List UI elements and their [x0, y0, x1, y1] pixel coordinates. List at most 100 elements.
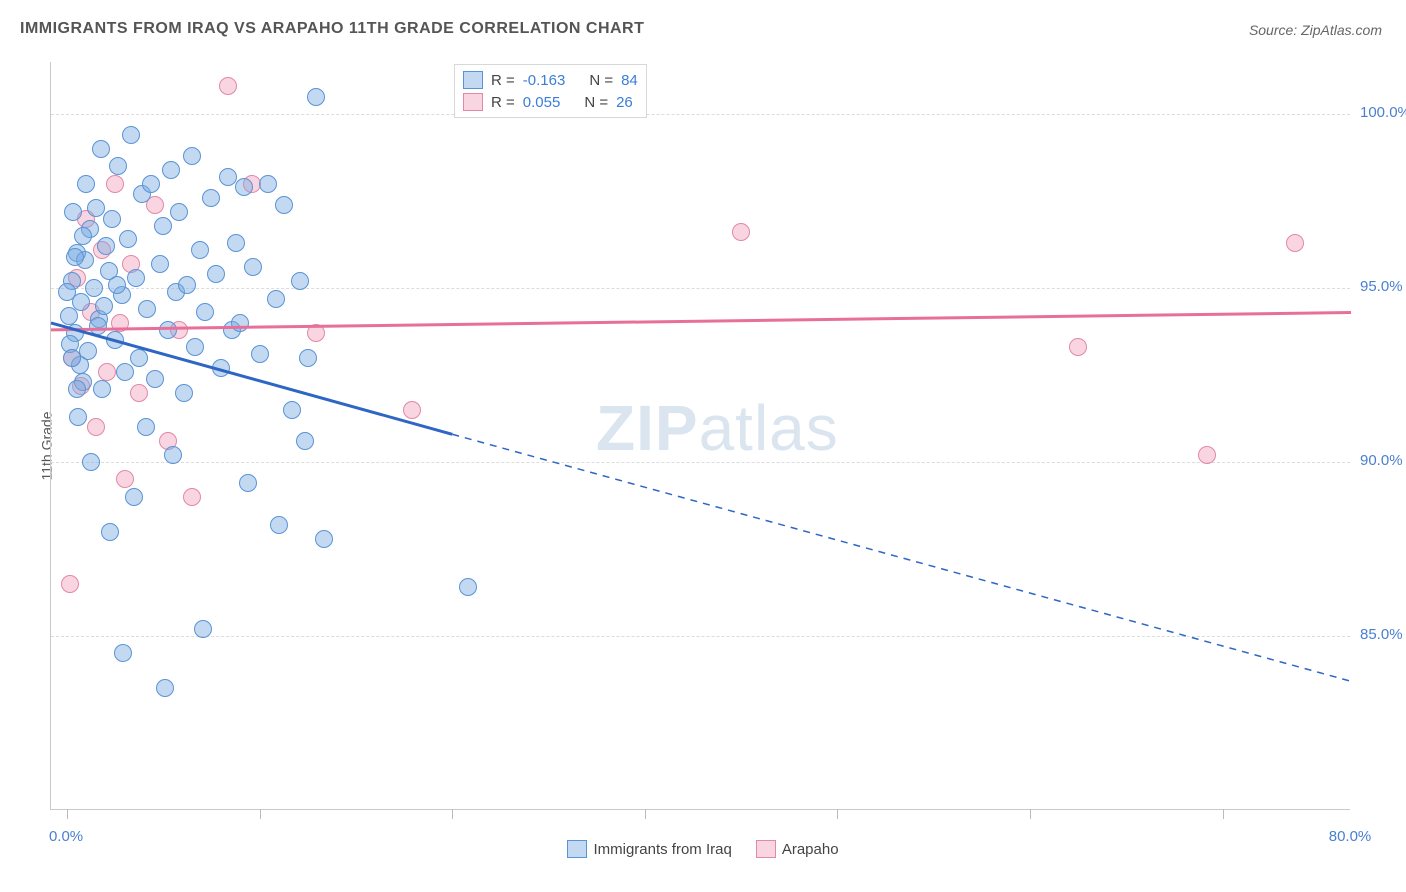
series1-point — [109, 157, 127, 175]
series1-point — [137, 418, 155, 436]
legend-swatch — [567, 840, 587, 858]
series2-point — [130, 384, 148, 402]
series2-point — [307, 324, 325, 342]
series1-point — [106, 331, 124, 349]
series2-point — [111, 314, 129, 332]
x-tick — [260, 809, 261, 819]
n-label: N = — [584, 94, 608, 111]
series1-point — [95, 297, 113, 315]
series1-point — [175, 384, 193, 402]
series1-point — [87, 199, 105, 217]
legend-label: Arapaho — [782, 841, 839, 858]
series2-point — [183, 488, 201, 506]
legend-swatch — [463, 93, 483, 111]
stat-legend: R =-0.163N =84R =0.055N =26 — [454, 64, 647, 118]
legend-swatch — [756, 840, 776, 858]
series1-point — [156, 679, 174, 697]
series2-point — [1198, 446, 1216, 464]
series1-point — [267, 290, 285, 308]
series1-point — [108, 276, 126, 294]
series1-point — [251, 345, 269, 363]
stat-legend-row: R =0.055N =26 — [463, 91, 638, 113]
series2-point — [116, 470, 134, 488]
x-tick — [645, 809, 646, 819]
series1-point — [58, 283, 76, 301]
series1-point — [130, 349, 148, 367]
series1-point — [69, 408, 87, 426]
series1-point — [178, 276, 196, 294]
series1-point — [60, 307, 78, 325]
series1-point — [79, 342, 97, 360]
r-label: R = — [491, 94, 515, 111]
series-legend: Immigrants from Iraq Arapaho — [0, 840, 1406, 858]
series1-point — [307, 88, 325, 106]
series1-point — [227, 234, 245, 252]
series2-point — [106, 175, 124, 193]
series1-point — [103, 210, 121, 228]
x-tick — [1030, 809, 1031, 819]
series1-point — [219, 168, 237, 186]
series2-point — [219, 77, 237, 95]
gridline — [51, 462, 1350, 463]
r-value: -0.163 — [523, 72, 566, 89]
series2-point — [403, 401, 421, 419]
series1-point — [239, 474, 257, 492]
y-tick-label: 85.0% — [1360, 626, 1403, 643]
series1-point — [183, 147, 201, 165]
series1-point — [196, 303, 214, 321]
y-tick-label: 90.0% — [1360, 452, 1403, 469]
source-label: Source: ZipAtlas.com — [1249, 22, 1382, 38]
series1-point — [296, 432, 314, 450]
series1-point — [191, 241, 209, 259]
series1-point — [154, 217, 172, 235]
gridline — [51, 636, 1350, 637]
chart-title: IMMIGRANTS FROM IRAQ VS ARAPAHO 11TH GRA… — [20, 20, 644, 38]
series1-point — [164, 446, 182, 464]
series1-point — [170, 203, 188, 221]
series2-point — [61, 575, 79, 593]
legend-item: Arapaho — [756, 840, 839, 858]
legend-swatch — [463, 71, 483, 89]
series1-point — [82, 453, 100, 471]
series1-point — [212, 359, 230, 377]
series2-point — [1069, 338, 1087, 356]
series2-point — [732, 223, 750, 241]
series1-point — [270, 516, 288, 534]
series1-point — [63, 349, 81, 367]
series1-point — [202, 189, 220, 207]
series1-point — [283, 401, 301, 419]
plot-area — [50, 62, 1350, 810]
series1-point — [299, 349, 317, 367]
series2-point — [98, 363, 116, 381]
series1-point — [116, 363, 134, 381]
series1-point — [74, 227, 92, 245]
series1-point — [68, 380, 86, 398]
y-tick-label: 95.0% — [1360, 278, 1403, 295]
series1-point — [127, 269, 145, 287]
x-tick — [67, 809, 68, 819]
series1-point — [235, 178, 253, 196]
series1-point — [85, 279, 103, 297]
series1-point — [207, 265, 225, 283]
x-tick — [1223, 809, 1224, 819]
x-tick — [452, 809, 453, 819]
series1-point — [64, 203, 82, 221]
series1-point — [101, 523, 119, 541]
series1-point — [72, 293, 90, 311]
series1-point — [194, 620, 212, 638]
series1-point — [231, 314, 249, 332]
series1-point — [66, 248, 84, 266]
series2-point — [87, 418, 105, 436]
n-value: 26 — [616, 94, 633, 111]
series1-point — [291, 272, 309, 290]
trend-lines — [51, 62, 1351, 810]
legend-label: Immigrants from Iraq — [593, 841, 731, 858]
series1-point — [259, 175, 277, 193]
series1-point — [77, 175, 95, 193]
series1-point — [114, 644, 132, 662]
series1-point — [89, 317, 107, 335]
series1-point — [162, 161, 180, 179]
series1-point — [244, 258, 262, 276]
series1-point — [151, 255, 169, 273]
series1-point — [125, 488, 143, 506]
